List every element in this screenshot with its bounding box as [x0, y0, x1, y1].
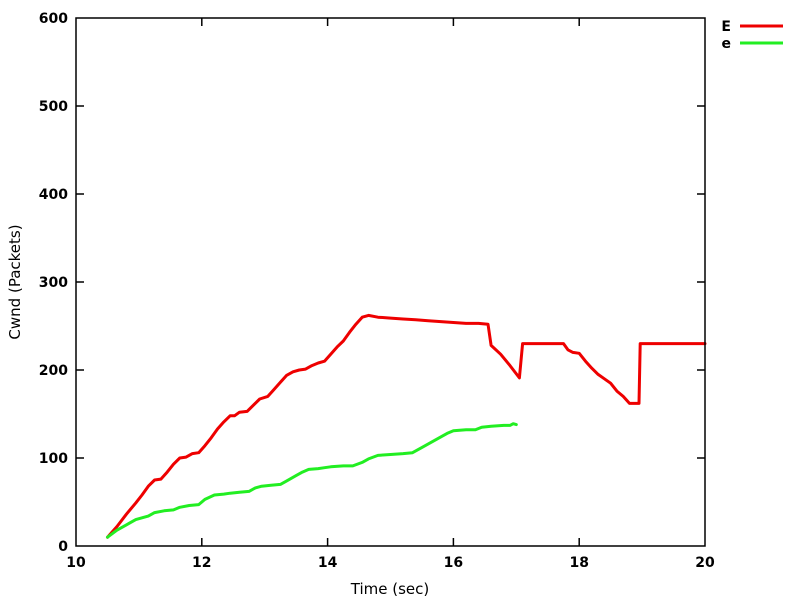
legend-label: E — [721, 19, 731, 35]
x-tick-label: 20 — [695, 555, 715, 571]
y-tick-label: 500 — [39, 99, 68, 115]
series-line-E — [106, 313, 707, 539]
x-tick-label: 18 — [569, 555, 588, 571]
y-tick-label: 600 — [39, 11, 68, 27]
x-axis-ticks: 10 12 14 16 18 20 — [66, 18, 715, 571]
plot-frame — [75, 17, 706, 547]
series-layer — [106, 313, 707, 539]
y-tick-label: 400 — [39, 187, 68, 203]
legend-label: e — [722, 36, 732, 52]
y-tick-label: 300 — [39, 275, 68, 291]
x-tick-label: 10 — [66, 555, 86, 571]
y-tick-label: 100 — [39, 451, 68, 467]
x-tick-label: 12 — [192, 555, 211, 571]
y-tick-label: 0 — [58, 539, 68, 555]
x-tick-label: 14 — [318, 555, 338, 571]
y-axis-ticks: 0 100 200 300 400 500 600 — [39, 11, 705, 555]
x-tick-label: 16 — [444, 555, 463, 571]
x-axis-title: Time (sec) — [350, 580, 429, 598]
legend: Ee — [721, 19, 783, 52]
series-line-e — [106, 422, 518, 539]
y-axis-title: Cwnd (Packets) — [6, 224, 24, 339]
y-tick-label: 200 — [39, 363, 68, 379]
